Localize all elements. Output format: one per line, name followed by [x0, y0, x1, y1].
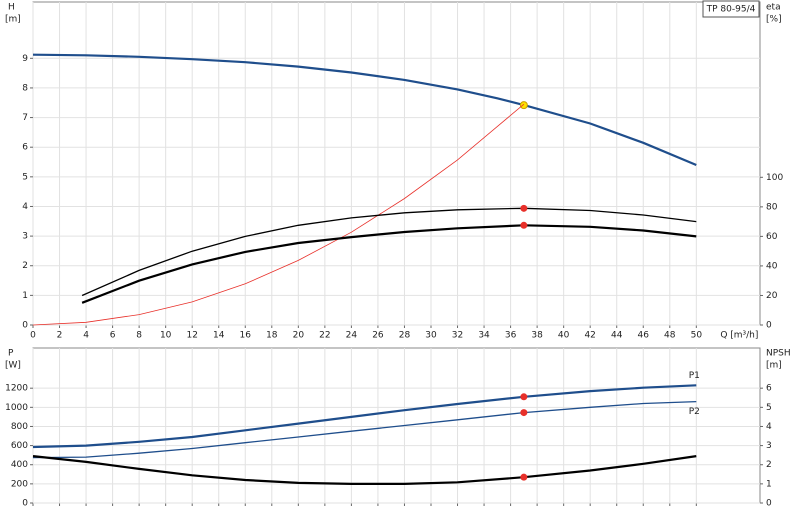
x-tick-label: 16 — [240, 331, 252, 341]
series-line — [81, 224, 697, 304]
y-tick-label: 9 — [22, 54, 28, 64]
x-tick-label: 48 — [664, 331, 676, 341]
x-tick-label: 26 — [372, 331, 384, 341]
y2-tick-label: 5 — [766, 403, 772, 413]
x-tick-label: 28 — [399, 331, 411, 341]
y-tick-label: 0 — [22, 499, 28, 509]
y-tick-label: 2 — [22, 261, 28, 271]
x-tick-label: 40 — [558, 331, 570, 341]
x-tick-label: 42 — [584, 331, 595, 341]
y-axis-unit: [m] — [5, 15, 21, 25]
series-line — [32, 53, 697, 167]
y-tick-label: 6 — [22, 143, 28, 153]
x-tick-label: 4 — [83, 331, 89, 341]
y2-tick-label: 20 — [766, 291, 778, 301]
x-tick-label: 10 — [160, 331, 172, 341]
x-tick-label: 6 — [110, 331, 116, 341]
y2-tick-label: 1 — [766, 479, 772, 489]
y-tick-label: 400 — [11, 460, 28, 470]
y2-tick-label: 60 — [766, 232, 778, 242]
duty-point — [520, 409, 528, 417]
y2-axis-label: eta — [766, 3, 781, 13]
y-tick-label: 4 — [22, 202, 28, 212]
title-box — [702, 0, 760, 18]
x-tick-label: 8 — [136, 331, 142, 341]
y-tick-label: 800 — [11, 422, 28, 432]
y2-tick-label: 40 — [766, 261, 778, 271]
x-tick-label: 24 — [346, 331, 358, 341]
y-tick-label: 7 — [22, 113, 28, 123]
series-label: P2 — [689, 407, 700, 417]
duty-point — [520, 221, 528, 229]
y-tick-label: 1200 — [5, 384, 28, 394]
x-tick-label: 12 — [186, 331, 197, 341]
x-tick-label: 0 — [30, 331, 36, 341]
y2-tick-label: 3 — [766, 441, 772, 451]
duty-point — [520, 204, 528, 212]
chart-title: TP 80-95/4 — [706, 5, 756, 15]
x-tick-label: 2 — [57, 331, 63, 341]
x-tick-label: 46 — [638, 331, 650, 341]
series-line — [32, 103, 525, 326]
series-label: P1 — [689, 371, 700, 381]
x-axis-label: Q [m³/h] — [720, 331, 758, 341]
duty-point — [520, 473, 528, 481]
y-tick-label: 0 — [22, 321, 28, 331]
y2-axis-unit: [m] — [766, 361, 782, 371]
y2-tick-label: 2 — [766, 460, 772, 470]
y-axis-label: P — [8, 349, 14, 359]
x-label-bg — [716, 328, 755, 342]
y2-axis-label: NPSH — [766, 349, 791, 359]
series-line — [32, 384, 697, 449]
y2-tick-label: 6 — [766, 384, 772, 394]
y-axis-unit: [W] — [5, 361, 21, 371]
x-tick-label: 38 — [531, 331, 543, 341]
x-tick-label: 36 — [505, 331, 517, 341]
y-tick-label: 1 — [22, 291, 28, 301]
duty-point — [519, 101, 528, 110]
x-tick-label: 32 — [452, 331, 463, 341]
y-axis-label: H — [8, 3, 15, 13]
y2-tick-label: 0 — [766, 499, 772, 509]
y-tick-label: 8 — [22, 83, 28, 93]
x-tick-label: 30 — [425, 331, 437, 341]
duty-point — [520, 393, 528, 401]
x-tick-label: 14 — [213, 331, 225, 341]
x-tick-label: 18 — [266, 331, 278, 341]
y2-tick-label: 80 — [766, 202, 778, 212]
y-tick-label: 3 — [22, 232, 28, 242]
x-tick-label: 34 — [478, 331, 490, 341]
y2-axis-unit: [%] — [766, 15, 782, 25]
y-tick-label: 1000 — [5, 403, 28, 413]
x-tick-label: 44 — [611, 331, 623, 341]
y2-tick-label: 0 — [766, 321, 772, 331]
y2-tick-label: 100 — [766, 173, 783, 183]
x-tick-label: 22 — [319, 331, 330, 341]
x-tick-label: 50 — [691, 331, 703, 341]
plot-frame — [32, 1, 761, 326]
y2-tick-label: 4 — [766, 422, 772, 432]
y-tick-label: 5 — [22, 172, 28, 182]
plot-frame — [32, 347, 761, 504]
x-tick-label: 20 — [293, 331, 305, 341]
series-line — [32, 400, 697, 459]
y-tick-label: 200 — [11, 479, 28, 489]
series-line — [81, 207, 697, 297]
series-line — [32, 455, 697, 485]
y-tick-label: 600 — [11, 441, 28, 451]
